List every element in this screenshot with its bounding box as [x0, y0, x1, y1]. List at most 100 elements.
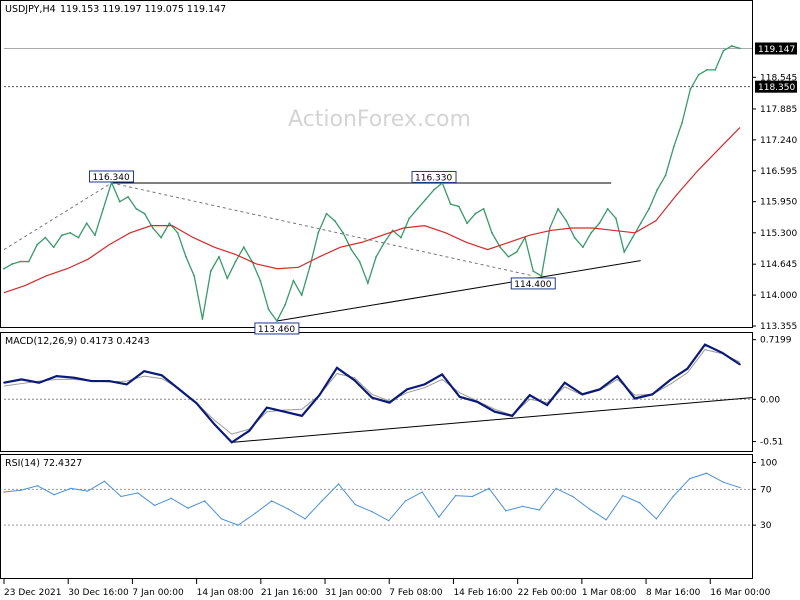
macd-point: [616, 375, 619, 377]
price-point: [664, 174, 667, 177]
price-point: [143, 212, 146, 215]
price-point: [226, 277, 229, 280]
x-tick-label: 1 Mar 08:00: [582, 588, 637, 598]
macd-point: [563, 381, 566, 384]
rsi-point: [572, 495, 574, 498]
rsi-point: [404, 500, 407, 502]
price-annotation-box: [254, 322, 300, 335]
price-point: [151, 227, 154, 229]
macd-point: [20, 378, 23, 381]
rsi-point: [20, 489, 22, 491]
macd-point: [406, 388, 408, 391]
price-point: [706, 69, 708, 71]
price-point: [507, 255, 510, 258]
rsi-point: [237, 524, 239, 526]
price-point: [201, 318, 204, 320]
macd-point: [336, 367, 338, 369]
rsi-point: [505, 510, 507, 512]
price-point: [400, 236, 402, 239]
macd-point: [686, 367, 689, 370]
price-point: [714, 69, 717, 71]
price-point: [284, 303, 287, 306]
price-point: [242, 246, 245, 249]
price-ytick-label: 115.950: [760, 198, 797, 208]
price-point: [292, 279, 295, 282]
price-point: [739, 47, 741, 50]
price-point: [234, 260, 237, 263]
rsi-point: [471, 495, 474, 498]
price-point: [325, 212, 328, 215]
price-point: [565, 219, 568, 222]
price-point: [176, 231, 179, 234]
price-point: [606, 207, 609, 210]
rsi-title: RSI(14) 72.4327: [5, 458, 82, 469]
rsi-point: [438, 516, 440, 518]
price-panel: [0, 0, 753, 328]
price-point: [416, 207, 419, 210]
price-ytick-label: 118.545: [760, 73, 797, 83]
price-point: [730, 45, 733, 47]
x-tick-label: 8 Mar 16:00: [646, 588, 701, 598]
macd-point: [213, 423, 216, 425]
rsi-point: [337, 483, 340, 485]
macd-point: [353, 379, 356, 382]
support-trendline: [276, 260, 641, 322]
price-point: [598, 222, 601, 225]
price-point: [77, 236, 80, 239]
rsi-point: [204, 500, 206, 502]
macd-point: [423, 383, 426, 386]
price-annotation-box: [510, 277, 556, 290]
price-ytick-label: 117.885: [760, 105, 797, 115]
x-tick-label: 7 Feb 08:00: [389, 588, 443, 598]
price-line: [3, 45, 741, 323]
rsi-point: [70, 487, 72, 490]
price-point: [317, 231, 320, 234]
macd-point: [108, 380, 110, 382]
price-point: [548, 227, 551, 229]
price-ytick-label: 114.000: [760, 291, 797, 301]
price-point: [573, 236, 576, 239]
price-point: [433, 188, 435, 191]
macd-point: [458, 396, 461, 398]
price-point: [449, 203, 452, 205]
macd-point: [143, 370, 145, 372]
price-annotation-label: 116.340: [93, 173, 130, 183]
price-point: [350, 248, 353, 251]
macd-point: [546, 404, 549, 406]
price-ytick-label: 114.645: [760, 260, 797, 270]
level-tag: 118.350: [758, 83, 795, 93]
price-point: [491, 231, 493, 234]
macd-ytick-label: 0.00: [760, 395, 780, 405]
price-point: [185, 255, 187, 258]
price-point: [631, 236, 634, 239]
price-point: [300, 294, 303, 296]
rsi-point: [153, 504, 156, 507]
price-point: [11, 263, 14, 265]
rsi-point: [304, 518, 306, 520]
macd-point: [634, 397, 636, 400]
rsi-point: [287, 508, 290, 510]
price-point: [27, 260, 30, 263]
last-price-tag-bg: [755, 42, 797, 55]
x-tick-label: 23 Dec 2021: [4, 588, 62, 598]
price-point: [358, 260, 361, 263]
last-price-tag: 119.147: [758, 45, 795, 55]
price-point: [309, 265, 311, 268]
rsi-point: [739, 486, 741, 489]
x-tick-label: 16 Mar 00:00: [710, 588, 770, 598]
macd-point: [511, 415, 513, 417]
price-point: [457, 205, 460, 208]
price-point: [52, 246, 55, 249]
price-point: [466, 222, 469, 225]
price-point: [366, 282, 369, 285]
price-point: [94, 234, 96, 237]
rsi-point: [170, 497, 172, 499]
price-annotation-label: 113.460: [258, 325, 295, 335]
macd-trendline: [231, 397, 753, 443]
macd-point: [125, 383, 128, 386]
rsi-point: [672, 495, 674, 498]
x-tick-label: 14 Jan 08:00: [197, 588, 254, 598]
price-point: [639, 222, 642, 225]
rsi-ytick-label: 30: [760, 521, 772, 531]
macd-point: [55, 375, 58, 377]
